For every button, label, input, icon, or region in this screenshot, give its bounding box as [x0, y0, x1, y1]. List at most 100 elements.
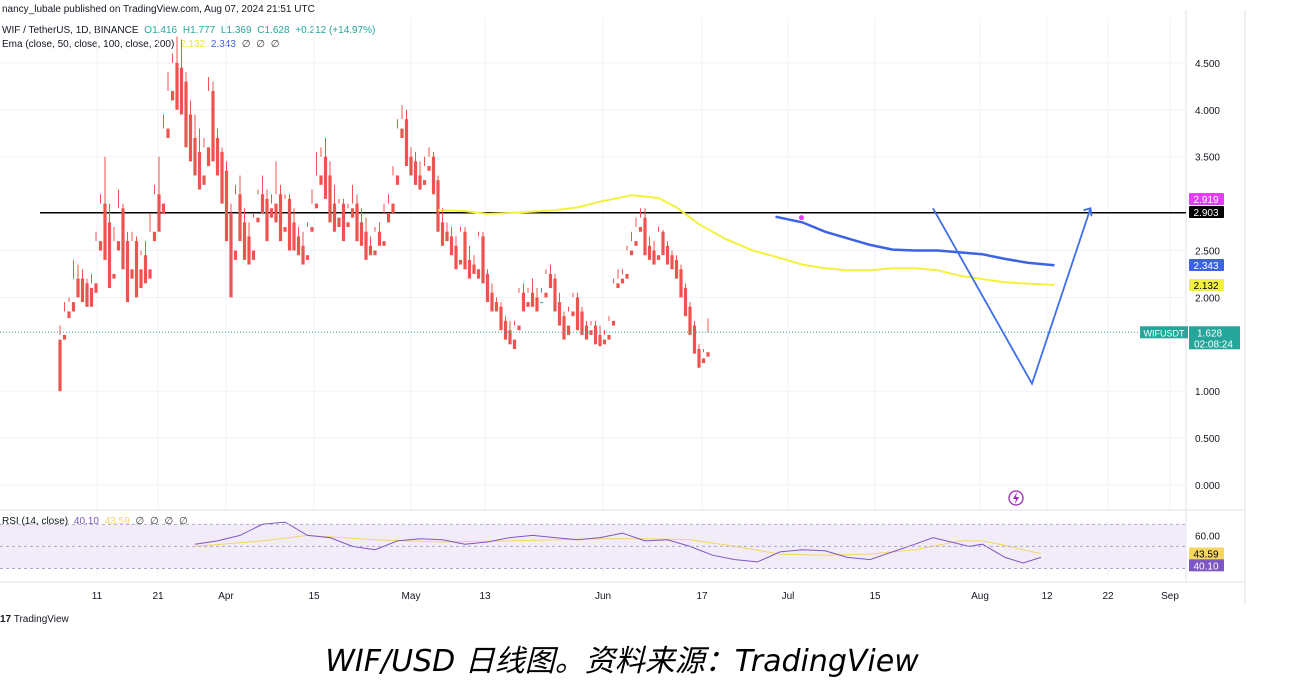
- time-tick-label: 13: [479, 591, 491, 602]
- candle-body: [305, 255, 310, 260]
- candle-body: [467, 259, 472, 279]
- candle-body: [652, 250, 656, 265]
- lightning-icon[interactable]: [1008, 490, 1024, 506]
- time-axis[interactable]: 11 21 Apr 15 May 13 Jun 17 Jul 15 Aug 12 22 Sep: [92, 591, 1180, 602]
- countdown-label: 02:08:24: [1194, 339, 1233, 350]
- candle-body: [440, 222, 445, 246]
- candle-body: [103, 203, 107, 260]
- candle-body: [706, 352, 710, 357]
- candle-body: [260, 194, 265, 213]
- candle-body: [395, 175, 400, 185]
- candle-body: [224, 170, 229, 242]
- candle-body: [220, 152, 224, 204]
- rsi-label[interactable]: RSI (14, close): [2, 516, 69, 527]
- candle-body: [58, 339, 62, 392]
- candle-body: [166, 128, 170, 138]
- candle-body: [188, 114, 193, 162]
- last-price-label: 1.628: [1197, 328, 1222, 339]
- candle-body: [526, 302, 530, 307]
- candle-body: [89, 288, 94, 307]
- candle-body: [697, 348, 701, 368]
- price-chart[interactable]: 4.500 4.000 3.500 2.500 2.000 1.000 0.500 0.000…: [0, 0, 1300, 610]
- candle-body: [656, 255, 661, 260]
- candle-body: [472, 264, 476, 274]
- candle-body: [170, 91, 175, 101]
- candle-body: [490, 292, 494, 312]
- ema-empty-value: ∅: [270, 39, 280, 50]
- candles: [58, 36, 710, 392]
- candle-body: [341, 203, 346, 242]
- candle-body: [548, 273, 553, 289]
- candle-body: [377, 231, 382, 246]
- time-tick-label: 15: [869, 591, 881, 602]
- candle-body: [323, 156, 328, 199]
- tradingview-logo-text: TradingView: [13, 614, 69, 625]
- time-tick-label: 22: [1102, 591, 1114, 602]
- candle-body: [701, 358, 706, 364]
- ohlc-change: +0.212 (+14.97%): [295, 25, 376, 36]
- candle-body: [575, 297, 580, 331]
- candle-body: [184, 81, 188, 148]
- ema-empty-value: ∅: [241, 39, 251, 50]
- candle-body: [494, 302, 499, 312]
- price-axis[interactable]: 4.500 4.000 3.500 2.500 2.000 1.000 0.500 0.000: [1195, 59, 1220, 492]
- rsi-tag-bg: [1189, 559, 1224, 572]
- candle-body: [539, 302, 544, 304]
- candle-body: [202, 175, 206, 185]
- candle-body: [161, 203, 166, 213]
- candle-body: [269, 208, 274, 218]
- price-tick-label: 2.000: [1195, 293, 1220, 304]
- candle-body: [611, 320, 616, 326]
- candle-body: [688, 306, 692, 335]
- candle-body: [431, 156, 436, 195]
- price-tick-label: 0.000: [1195, 481, 1220, 492]
- candle-body: [625, 273, 629, 279]
- candle-body: [251, 250, 256, 260]
- candle-body: [364, 231, 368, 260]
- candle-body: [598, 334, 602, 347]
- projection-drawing[interactable]: [799, 207, 1093, 386]
- candle-body: [584, 325, 589, 340]
- candle-body: [157, 194, 161, 232]
- candle-body: [413, 161, 418, 185]
- rsi-legend: RSI (14, close) 40.10 43.59 ∅ ∅ ∅ ∅: [2, 516, 191, 527]
- candle-body: [409, 156, 413, 176]
- candle-body: [238, 194, 242, 242]
- price-tick-label: 2.500: [1195, 247, 1220, 258]
- price-tick-label: 3.500: [1195, 153, 1220, 164]
- candle-body: [80, 278, 85, 303]
- rsi-line: [194, 521, 1042, 564]
- candle-body: [215, 137, 220, 176]
- candle-body: [359, 222, 364, 246]
- candle-body: [670, 255, 674, 270]
- lightning-bolt: [1013, 492, 1019, 504]
- rsi-ma-line: [194, 534, 1042, 556]
- ema50-value: 2.132: [180, 39, 206, 50]
- candle-body: [512, 339, 517, 349]
- rsi-tick-label: 60.00: [1195, 531, 1220, 542]
- ohlc-close: C1.628: [257, 25, 290, 36]
- candle-body: [85, 283, 89, 307]
- candle-body: [607, 334, 611, 340]
- ema50-line: [437, 194, 1055, 286]
- ema-label[interactable]: Ema (close, 50, close, 100, close, 200): [2, 39, 175, 50]
- level-price-label: 2.903: [1193, 208, 1218, 219]
- tradingview-logo[interactable]: 17 TradingView: [0, 614, 69, 625]
- candle-body: [643, 217, 647, 256]
- symbol-tag-bg: [1140, 326, 1188, 339]
- ema100-line: [775, 215, 1055, 267]
- candle-body: [422, 180, 427, 185]
- ema100-value: 2.343: [210, 39, 236, 50]
- candle-body: [332, 203, 337, 232]
- ema-price-label: 2.919: [1193, 195, 1218, 206]
- candle-body: [116, 241, 121, 251]
- symbol-title[interactable]: WIF / TetherUS, 1D, BINANCE: [2, 25, 139, 36]
- candle-body: [427, 166, 431, 171]
- candle-body: [346, 222, 350, 228]
- candle-body: [134, 241, 139, 298]
- candle-body: [557, 302, 562, 326]
- candle-body: [193, 137, 197, 176]
- candle-body: [418, 175, 422, 190]
- candle-body: [278, 194, 283, 242]
